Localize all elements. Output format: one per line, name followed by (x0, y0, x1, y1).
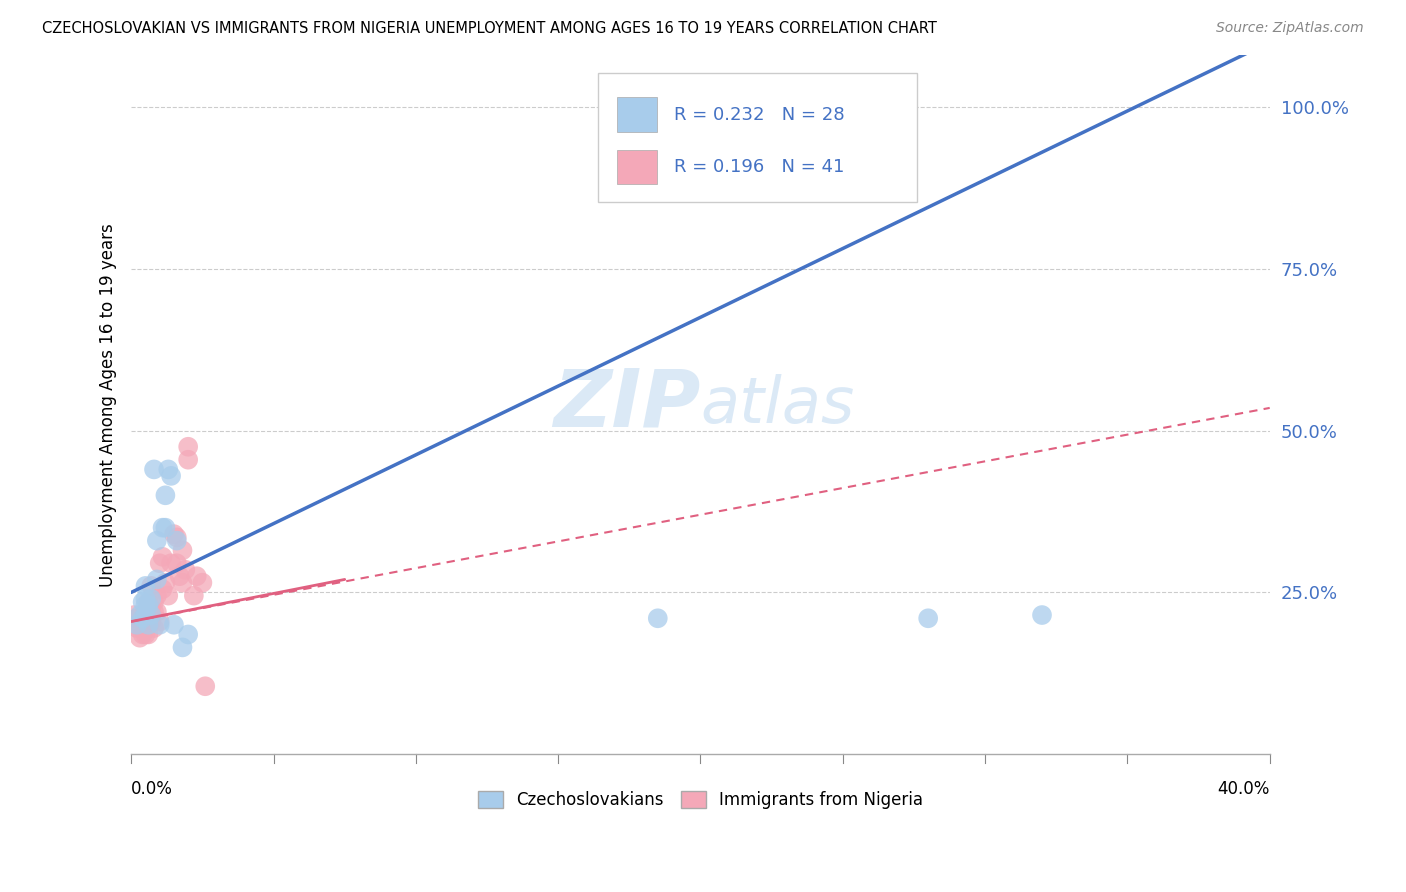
Point (134, 605, 156, 619)
Text: 0.0%: 0.0% (131, 780, 173, 798)
Point (917, 611, 939, 625)
Point (146, 573, 169, 587)
Point (177, 452, 200, 467)
Point (177, 440, 200, 454)
Point (191, 575, 214, 590)
Text: CZECHOSLOVAKIAN VS IMMIGRANTS FROM NIGERIA UNEMPLOYMENT AMONG AGES 16 TO 19 YEAR: CZECHOSLOVAKIAN VS IMMIGRANTS FROM NIGER… (42, 21, 936, 36)
Point (141, 591, 163, 606)
Text: 40.0%: 40.0% (1218, 780, 1270, 798)
Point (186, 569, 208, 583)
Point (134, 608, 156, 623)
Point (172, 640, 194, 655)
Bar (617, 97, 657, 132)
Y-axis label: Unemployment Among Ages 16 to 19 years: Unemployment Among Ages 16 to 19 years (100, 223, 117, 587)
Point (155, 488, 177, 502)
Point (141, 601, 163, 615)
Point (155, 575, 177, 590)
Point (146, 533, 169, 548)
Point (149, 615, 172, 629)
Point (131, 595, 153, 609)
Point (131, 611, 153, 625)
Point (172, 575, 194, 590)
Point (136, 617, 159, 632)
Point (134, 615, 156, 629)
Point (149, 556, 172, 570)
Point (163, 617, 186, 632)
Point (134, 599, 156, 613)
Point (163, 527, 186, 541)
Point (157, 462, 180, 476)
Point (128, 617, 150, 632)
Point (160, 468, 183, 483)
Point (128, 631, 150, 645)
Point (194, 679, 217, 693)
Point (128, 608, 150, 623)
Point (143, 462, 166, 476)
Point (166, 530, 188, 544)
Point (155, 521, 177, 535)
Text: atlas: atlas (700, 374, 855, 435)
Point (136, 595, 159, 609)
FancyBboxPatch shape (598, 72, 917, 202)
Point (174, 563, 197, 577)
Point (125, 621, 148, 635)
Point (152, 521, 174, 535)
Point (183, 589, 205, 603)
Point (141, 579, 163, 593)
Text: R = 0.232   N = 28: R = 0.232 N = 28 (675, 105, 845, 124)
Point (143, 605, 166, 619)
Point (143, 621, 166, 635)
Point (152, 582, 174, 596)
Point (122, 608, 145, 623)
Point (166, 556, 188, 570)
Point (136, 599, 159, 613)
Text: ZIP: ZIP (553, 366, 700, 443)
Text: R = 0.196   N = 41: R = 0.196 N = 41 (675, 158, 845, 176)
Point (160, 556, 183, 570)
Point (141, 608, 163, 623)
Point (141, 615, 163, 629)
Point (131, 621, 153, 635)
Point (125, 611, 148, 625)
Point (157, 589, 180, 603)
Point (177, 627, 200, 641)
Point (146, 605, 169, 619)
Point (125, 617, 148, 632)
Legend: Czechoslovakians, Immigrants from Nigeria: Czechoslovakians, Immigrants from Nigeri… (471, 784, 929, 816)
Point (136, 605, 159, 619)
Point (169, 569, 191, 583)
Point (146, 589, 169, 603)
Bar (617, 150, 657, 185)
Point (134, 591, 156, 606)
Point (143, 595, 166, 609)
Point (131, 627, 153, 641)
Point (134, 579, 156, 593)
Point (134, 627, 156, 641)
Point (149, 617, 172, 632)
Point (172, 543, 194, 558)
Point (1031, 608, 1053, 623)
Text: Source: ZipAtlas.com: Source: ZipAtlas.com (1216, 21, 1364, 35)
Point (152, 549, 174, 564)
Point (166, 533, 188, 548)
Point (647, 611, 669, 625)
Point (136, 627, 159, 641)
